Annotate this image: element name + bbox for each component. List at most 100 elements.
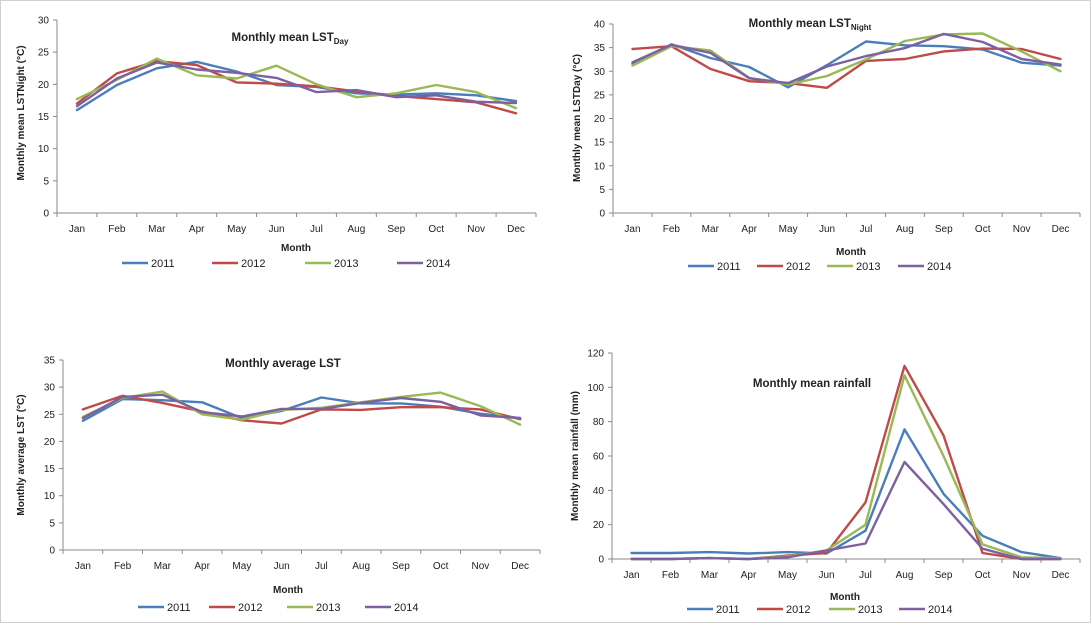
y-tick-label: 35 — [594, 43, 606, 54]
chart-title: Monthly average LST — [225, 358, 341, 370]
y-tick-label: 20 — [44, 437, 56, 448]
y-tick-label: 5 — [599, 185, 605, 196]
legend-label-2012: 2012 — [786, 261, 810, 273]
x-tick-label: Jun — [819, 224, 835, 235]
x-tick-label: Jun — [818, 570, 834, 581]
x-tick-label: Oct — [433, 561, 449, 572]
x-tick-label: Dec — [1052, 224, 1070, 235]
x-tick-label: Apr — [741, 570, 757, 581]
y-tick-label: 30 — [594, 67, 606, 78]
x-tick-label: Jul — [859, 570, 872, 581]
x-tick-label: Nov — [467, 224, 485, 235]
y-tick-label: 5 — [43, 176, 49, 187]
x-tick-label: Jul — [310, 224, 323, 235]
x-tick-label: May — [232, 561, 251, 572]
x-tick-label: Jul — [315, 561, 328, 572]
x-tick-label: Sep — [935, 224, 953, 235]
y-tick-label: 15 — [38, 112, 50, 123]
x-tick-label: Aug — [352, 561, 370, 572]
legend-label-2013: 2013 — [334, 258, 358, 270]
x-tick-label: Nov — [1013, 570, 1031, 581]
legend-label-2012: 2012 — [241, 258, 265, 270]
series-line-2014 — [631, 32, 1062, 85]
x-tick-label: Sep — [935, 570, 953, 581]
series-line-2013 — [75, 57, 518, 110]
x-tick-label: Oct — [975, 224, 991, 235]
legend-label-2011: 2011 — [717, 261, 741, 273]
x-tick-label: Jun — [274, 561, 290, 572]
y-tick-label: 15 — [594, 138, 606, 149]
y-axis-label: Monthly average LST (°C) — [16, 394, 27, 515]
x-tick-label: Nov — [1013, 224, 1031, 235]
x-tick-label: Dec — [511, 561, 529, 572]
chart-title: Monthly mean rainfall — [753, 378, 871, 390]
y-tick-label: 60 — [593, 452, 605, 463]
y-tick-label: 15 — [44, 464, 56, 475]
chart-average-lst: Monthly average LST Month Monthly averag… — [16, 356, 541, 614]
chart-title: Monthly mean LSTDay — [232, 32, 349, 46]
x-tick-label: Jun — [268, 224, 284, 235]
x-tick-label: Aug — [896, 570, 914, 581]
y-tick-label: 40 — [594, 20, 606, 31]
x-tick-label: Feb — [108, 224, 126, 235]
y-tick-label: 10 — [594, 161, 606, 172]
x-tick-label: Sep — [387, 224, 405, 235]
x-tick-label: Apr — [189, 224, 205, 235]
x-tick-label: May — [778, 570, 797, 581]
x-tick-label: Oct — [975, 570, 991, 581]
x-tick-label: Feb — [663, 224, 681, 235]
y-tick-label: 100 — [587, 383, 604, 394]
x-tick-label: Oct — [428, 224, 444, 235]
x-tick-label: Dec — [507, 224, 525, 235]
y-tick-label: 120 — [587, 349, 604, 360]
x-tick-label: Jan — [623, 570, 639, 581]
series-line-2013 — [631, 32, 1062, 86]
x-tick-label: May — [227, 224, 246, 235]
x-tick-label: Apr — [741, 224, 757, 235]
chart-lst-day: Monthly mean LSTDay Month Monthly mean L… — [16, 16, 537, 270]
legend-label-2014: 2014 — [426, 258, 450, 270]
legend-label-2012: 2012 — [238, 602, 262, 614]
x-axis-label: Month — [273, 585, 303, 596]
series-line-2011 — [631, 40, 1062, 89]
y-tick-label: 25 — [44, 410, 56, 421]
legend-label-2011: 2011 — [716, 604, 740, 616]
legend-label-2011: 2011 — [151, 258, 175, 270]
series-line-2014 — [81, 393, 522, 420]
x-tick-label: Sep — [392, 561, 410, 572]
x-tick-label: Apr — [194, 561, 210, 572]
series-line-2012 — [81, 394, 522, 425]
x-tick-label: May — [779, 224, 798, 235]
y-tick-label: 30 — [38, 16, 50, 27]
y-tick-label: 40 — [593, 486, 605, 497]
x-axis-label: Month — [281, 243, 311, 254]
series-line-2011 — [630, 428, 1062, 560]
y-tick-label: 5 — [49, 518, 55, 529]
series-line-2014 — [630, 460, 1062, 561]
y-tick-label: 0 — [43, 209, 49, 220]
x-tick-label: Jan — [69, 224, 85, 235]
series-line-2014 — [75, 61, 518, 108]
y-tick-label: 20 — [593, 520, 605, 531]
legend-label-2011: 2011 — [167, 602, 191, 614]
y-tick-label: 10 — [38, 144, 50, 155]
y-tick-label: 20 — [38, 80, 50, 91]
legend-label-2013: 2013 — [316, 602, 340, 614]
x-tick-label: Feb — [114, 561, 132, 572]
x-tick-label: Feb — [662, 570, 680, 581]
y-tick-label: 25 — [594, 90, 606, 101]
x-tick-label: Mar — [701, 570, 719, 581]
legend-label-2014: 2014 — [928, 604, 952, 616]
x-tick-label: Aug — [896, 224, 914, 235]
x-tick-label: Mar — [148, 224, 166, 235]
x-tick-label: Nov — [471, 561, 489, 572]
y-axis-label: Monthly mean LSTDay (°C) — [572, 54, 583, 182]
y-tick-label: 0 — [598, 555, 604, 566]
legend-label-2014: 2014 — [927, 261, 951, 273]
x-tick-label: Jul — [860, 224, 873, 235]
x-axis-label: Month — [836, 247, 866, 258]
series-line-2012 — [631, 45, 1062, 90]
